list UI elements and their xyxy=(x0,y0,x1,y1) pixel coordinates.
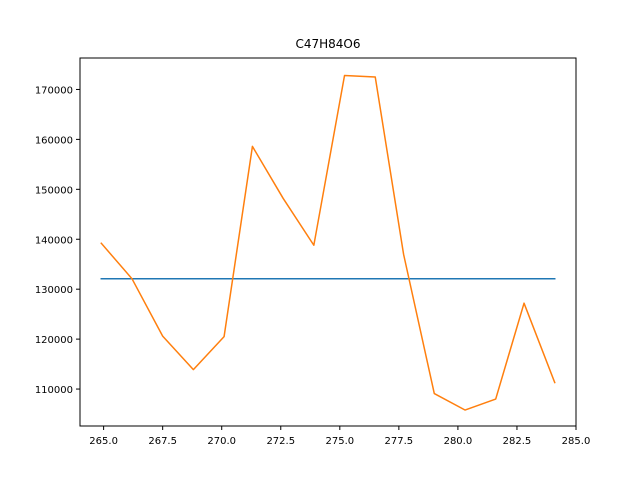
y-axis: 110000 120000 130000 140000 150000 160000 1700… xyxy=(35,85,80,396)
y-tick-label: 150000 xyxy=(35,185,73,196)
y-tick-label: 120000 xyxy=(35,335,73,346)
x-axis: 265.0 267.5 270.0 272.5 275.0 277.5 280.0 282.5… xyxy=(89,426,590,447)
plot-frame xyxy=(79,57,577,427)
x-tick-label: 272.5 xyxy=(266,436,295,447)
y-tick-label: 140000 xyxy=(35,235,73,246)
x-tick-label: 265.0 xyxy=(89,436,118,447)
chart-title: C47H84O6 xyxy=(295,37,360,51)
y-tick-label: 170000 xyxy=(35,85,73,96)
series-line-2 xyxy=(100,74,556,411)
x-tick-label: 282.5 xyxy=(503,436,532,447)
x-tick-label: 285.0 xyxy=(562,436,591,447)
x-tick-label: 280.0 xyxy=(444,436,473,447)
x-tick-label: 270.0 xyxy=(207,436,236,447)
y-tick-label: 130000 xyxy=(35,285,73,296)
x-tick-label: 275.0 xyxy=(325,436,354,447)
x-tick-label: 277.5 xyxy=(385,436,414,447)
y-tick-label: 110000 xyxy=(35,385,73,396)
plot-series xyxy=(100,74,556,411)
x-tick-label: 267.5 xyxy=(148,436,177,447)
y-tick-label: 160000 xyxy=(35,135,73,146)
